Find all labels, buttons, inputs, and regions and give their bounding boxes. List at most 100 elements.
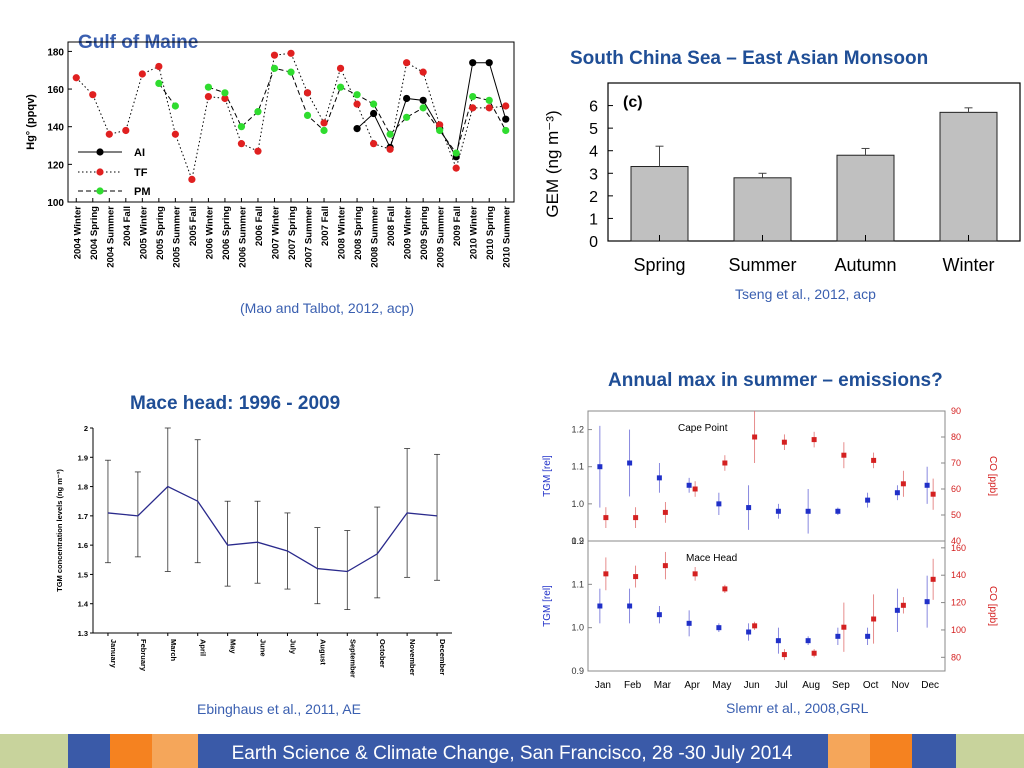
gulf-point-pm — [419, 104, 427, 112]
gulf-xtick-label: 2006 Winter — [204, 206, 215, 260]
cape-top-tgm-point — [894, 490, 900, 496]
mace-ytick-label: 1.7 — [78, 512, 88, 521]
scs-xtick-label: Winter — [942, 255, 994, 275]
cape-top-co-point — [930, 491, 936, 497]
mace-xtick-label: September — [348, 639, 357, 678]
gulf-ytick-label: 160 — [47, 85, 64, 96]
gulf-panel: Gulf of Maine 100 120 140 160 180 Hg° (ppqv) 2… — [0, 30, 530, 330]
scs-plot-frame — [607, 82, 1021, 242]
gulf-point-pm — [287, 68, 295, 76]
cape-top-co-point — [722, 460, 728, 466]
cape-top-co-point — [841, 452, 847, 458]
scs-ylabel: GEM (ng m⁻³) — [543, 110, 562, 217]
gulf-point-pm — [221, 89, 229, 97]
gulf-point-pm — [403, 113, 411, 121]
gulf-xtick-label: 2009 Summer — [436, 206, 447, 268]
gulf-point-pm — [502, 126, 510, 135]
gulf-point-tf — [254, 147, 262, 155]
cape-bottom-right-label: CO [ppb] — [987, 586, 998, 626]
gulf-point-ai — [502, 115, 510, 123]
cape-bottom-co-point — [930, 576, 936, 582]
cape-bottom-tgm-point — [894, 607, 900, 613]
gulf-xtick-label: 2008 Winter — [337, 206, 348, 260]
cape-bottom-co-point — [633, 574, 639, 580]
cape-top-right-tick-label: 40 — [951, 536, 961, 546]
footer-bar: Earth Science & Climate Change, San Fran… — [0, 734, 1024, 768]
gulf-legend-label-tf: TF — [134, 167, 148, 179]
gulf-legend-label-ai: AI — [134, 147, 145, 159]
gulf-point-pm — [336, 83, 345, 91]
cape-bottom-co-point — [662, 563, 668, 569]
cape-top-frame — [587, 410, 946, 542]
gulf-xtick-label: 2008 Spring — [353, 206, 364, 260]
gulf-xtick-label: 2007 Winter — [270, 206, 281, 260]
gulf-point-pm — [369, 100, 378, 108]
cape-top-right-label: CO [ppb] — [987, 456, 998, 496]
gulf-xtick-label: 2007 Summer — [304, 206, 315, 268]
cape-top-tgm-point — [805, 508, 811, 514]
mace-xtick-label: April — [199, 639, 208, 656]
cape-top-right-tick-label: 80 — [951, 432, 961, 442]
gulf-point-pm — [452, 149, 460, 157]
cape-bottom-tgm-point — [746, 629, 752, 635]
gulf-point-tf — [72, 74, 80, 82]
gulf-xtick-label: 2006 Fall — [254, 206, 265, 246]
scs-panel: South China Sea – East Asian Monsoon 0 1 2… — [530, 40, 1024, 310]
cape-top-tgm-point — [835, 508, 841, 514]
cape-xtick-label: Jan — [595, 680, 611, 691]
scs-ytick-label: 4 — [589, 144, 598, 161]
cape-xtick-label: Jul — [775, 680, 788, 691]
cape-bottom-tgm-point — [597, 603, 603, 609]
cape-top-tgm-point — [686, 482, 692, 488]
cape-top-station-label: Cape Point — [678, 423, 728, 434]
gulf-point-pm — [436, 126, 444, 135]
scs-title: South China Sea – East Asian Monsoon — [570, 48, 929, 69]
gulf-point-tf — [221, 94, 229, 103]
cape-top-co-point — [871, 457, 877, 463]
cape-bottom-co-point — [781, 652, 787, 658]
gulf-xtick-label: 2006 Spring — [221, 206, 232, 260]
scs-ytick-label: 3 — [589, 166, 598, 183]
cape-xtick-label: Oct — [863, 680, 879, 691]
footer-block — [152, 734, 198, 768]
gulf-point-tf — [403, 59, 411, 67]
cape-bottom-co-point — [811, 650, 817, 656]
gulf-series-pm-line — [208, 67, 507, 155]
gulf-point-pm — [485, 96, 493, 104]
gulf-xtick-label: 2005 Spring — [155, 206, 166, 260]
gulf-point-tf — [171, 130, 179, 138]
gulf-point-ai — [369, 109, 378, 118]
cape-bottom-right-tick-label: 160 — [951, 543, 966, 553]
cape-xtick-label: Nov — [891, 680, 909, 691]
gulf-point-pm — [237, 123, 246, 131]
cape-bottom-tgm-point — [716, 625, 722, 631]
cape-bottom-co-point — [841, 624, 847, 630]
cape-top-co-point — [781, 439, 787, 445]
scs-xtick-label: Spring — [633, 255, 685, 275]
cape-top-tgm-point — [924, 482, 930, 488]
cape-xtick-label: Jun — [744, 680, 760, 691]
cape-bottom-tgm-point — [835, 633, 841, 639]
gulf-xtick-label: 2004 Summer — [105, 206, 116, 268]
gulf-legend-marker-tf — [96, 168, 104, 176]
scs-ytick-label: 6 — [589, 99, 598, 116]
footer-block — [110, 734, 152, 768]
footer-block — [68, 734, 110, 768]
gulf-point-ai — [469, 59, 477, 67]
scs-bar — [836, 154, 895, 242]
gulf-citation: (Mao and Talbot, 2012, acp) — [240, 300, 415, 316]
cape-top-tgm-point — [775, 508, 781, 514]
cape-xtick-label: May — [712, 680, 731, 691]
gulf-point-tf — [386, 145, 394, 153]
gulf-xtick-label: 2005 Winter — [138, 206, 149, 260]
mace-xtick-label: March — [169, 639, 178, 662]
scs-xtick-label: Summer — [728, 255, 796, 275]
mace-series-line — [107, 485, 438, 573]
footer-block — [912, 734, 956, 768]
gulf-xtick-label: 2005 Fall — [188, 206, 199, 246]
gulf-xtick-label: 2010 Summer — [502, 206, 513, 268]
mace-xtick-label: February — [139, 639, 148, 672]
gulf-ytick-label: 140 — [47, 123, 64, 134]
gulf-legend-marker-ai — [96, 148, 104, 156]
gulf-xtick-label: 2009 Winter — [403, 206, 414, 260]
